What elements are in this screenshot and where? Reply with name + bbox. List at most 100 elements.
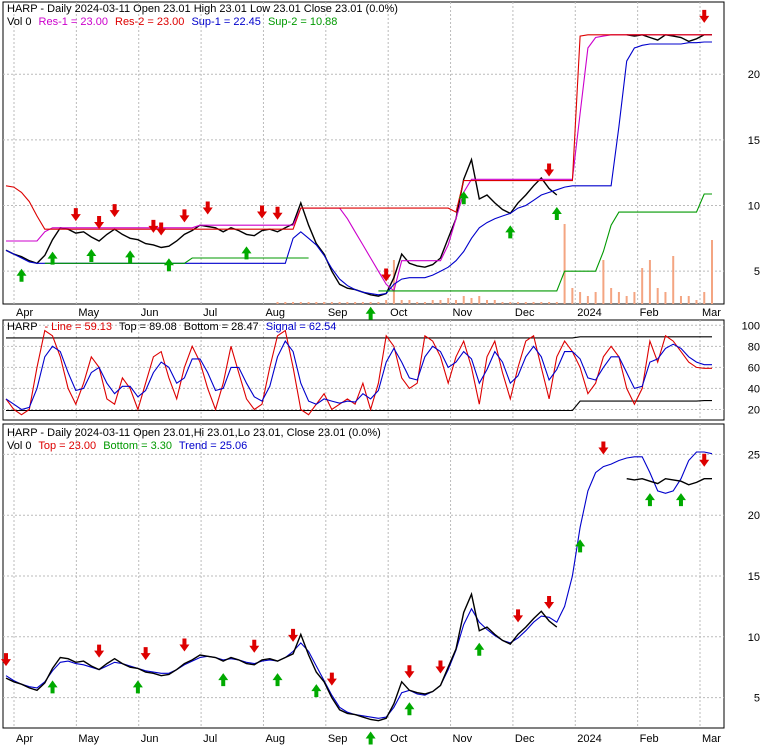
buy-arrow: [505, 225, 516, 239]
x-tick-label: Dec: [515, 733, 535, 745]
buy-arrow: [404, 702, 415, 716]
sell-arrow: [94, 644, 105, 658]
volume-bar: [431, 300, 434, 304]
volume-bar: [641, 268, 644, 304]
buy-arrow: [241, 246, 252, 260]
buy-arrow: [16, 268, 27, 282]
volume-bar: [400, 300, 403, 304]
buy-arrow: [218, 673, 229, 687]
price-axis-labels: 5 10 15 20 Apr May Jun Jul Aug Sep Oct Nov Dec 2024 Fe…: [16, 69, 760, 319]
volume-bar: [361, 302, 364, 304]
buy-arrow: [474, 642, 485, 656]
sell-arrow: [598, 441, 609, 455]
x-tick-label: Oct: [390, 733, 407, 745]
legend-sup2: Sup-2 = 10.88: [268, 16, 337, 28]
sell-arrow: [1, 653, 11, 667]
sell-arrow: [435, 660, 446, 674]
sell-arrow: [404, 665, 415, 679]
x-tick-label: Dec: [515, 307, 535, 319]
volume-bar: [586, 296, 589, 304]
volume-bar: [454, 300, 457, 304]
legend-res2: Res-2 = 23.00: [115, 16, 184, 28]
volume-bar: [672, 256, 675, 304]
y-tick-label: 40: [748, 383, 760, 395]
buy-arrow: [575, 539, 586, 553]
legend-res1: Res-1 = 23.00: [39, 16, 108, 28]
volume-bar: [447, 298, 450, 304]
buy-arrow: [365, 306, 376, 320]
sell-arrow: [544, 163, 555, 177]
x-tick-label: Mar: [702, 307, 721, 319]
x-tick-label: Jun: [141, 307, 159, 319]
buy-arrow: [47, 251, 58, 265]
volume-bar: [509, 302, 512, 304]
series-bottom: [6, 400, 712, 412]
buy-arrow: [132, 680, 143, 694]
volume-bar: [571, 288, 574, 304]
stochastic-marks: [5, 329, 712, 416]
trend-title: HARP - Daily 2024-03-11 Open 23.01,Hi 23…: [7, 427, 381, 439]
x-tick-label: May: [78, 307, 99, 319]
y-tick-label: 10: [748, 201, 760, 213]
volume-bar: [346, 302, 349, 304]
x-tick-label: 2024: [577, 733, 601, 745]
buy-arrow: [125, 250, 136, 264]
volume-bar: [392, 260, 395, 304]
legend-top: Top = 89.08: [119, 321, 177, 333]
buy-arrow: [458, 191, 469, 205]
x-tick-label: Sep: [328, 307, 348, 319]
sell-arrow: [249, 639, 260, 653]
volume-bar: [470, 298, 473, 304]
legend-bottom: Bottom = 28.47: [184, 321, 259, 333]
x-tick-label: Feb: [640, 307, 659, 319]
sell-arrow: [179, 638, 190, 652]
volume-bar: [478, 296, 481, 304]
trend-axis-labels: 5 10 15 20 25 Apr May Jun Jul Aug Sep Oct Nov Dec 2024…: [16, 449, 760, 745]
series-line: [5, 329, 712, 416]
y-tick-label: 10: [748, 632, 760, 644]
volume-bar: [292, 302, 295, 304]
volume-bar: [299, 302, 302, 304]
trend-legend: Vol 0 Top = 23.00 Bottom = 3.30 Trend = …: [7, 440, 247, 452]
volume-bar: [633, 292, 636, 304]
volume-bar: [594, 292, 597, 304]
volume-bar: [307, 302, 310, 304]
buy-arrow: [365, 731, 376, 745]
x-tick-label: Aug: [265, 307, 285, 319]
sell-arrow: [381, 268, 392, 282]
legend-sup1: Sup-1 = 22.45: [191, 16, 260, 28]
volume-bar: [679, 296, 682, 304]
sell-arrow: [140, 647, 151, 661]
sell-arrow: [513, 609, 524, 623]
x-tick-label: Nov: [453, 307, 473, 319]
volume-bar: [524, 302, 527, 304]
volume-bar: [276, 302, 279, 304]
price-marks: [5, 9, 713, 320]
price-title: HARP - Daily 2024-03-11 Open 23.01 High …: [7, 3, 398, 15]
y-tick-label: 20: [748, 69, 760, 81]
buy-arrow: [163, 258, 174, 272]
volume-bar: [610, 288, 613, 304]
y-tick-label: 20: [748, 404, 760, 416]
sell-arrow: [179, 209, 190, 223]
sell-arrow: [202, 201, 213, 215]
legend-trend3: Trend = 25.06: [179, 440, 247, 452]
volume-bar: [284, 302, 287, 304]
series-res1: [6, 34, 712, 292]
volume-bar: [423, 302, 426, 304]
volume-bar: [493, 300, 496, 304]
volume-bar: [517, 302, 520, 304]
sell-arrow: [699, 453, 710, 467]
volume-bar: [439, 300, 442, 304]
volume-bar: [617, 292, 620, 304]
y-tick-label: 5: [754, 693, 760, 705]
volume-bar: [648, 260, 651, 304]
volume-bar: [695, 300, 698, 304]
buy-arrow: [311, 684, 322, 698]
volume-bar: [625, 296, 628, 304]
y-tick-label: 80: [748, 341, 760, 353]
legend-bottom3: Bottom = 3.30: [103, 440, 172, 452]
volume-bar: [486, 300, 489, 304]
volume-bar: [664, 292, 667, 304]
volume-bar: [338, 302, 341, 304]
